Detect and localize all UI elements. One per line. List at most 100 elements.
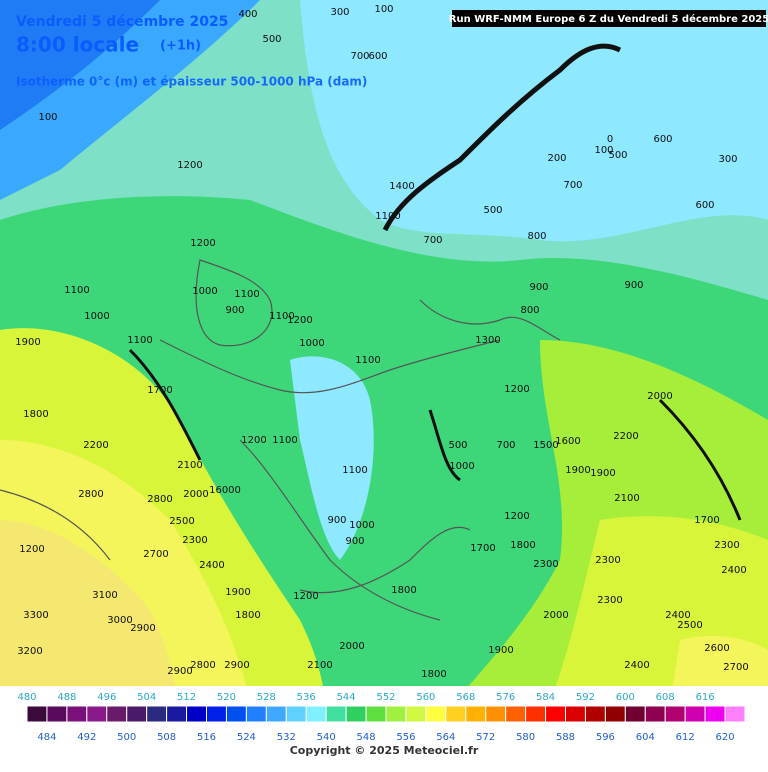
contour-label: 2800 [147, 494, 172, 505]
field-title: Isotherme 0°c (m) et épaisseur 500-1000 … [16, 75, 367, 89]
mountain-ridge [128, 348, 202, 461]
contour-label: 300 [330, 7, 349, 18]
coastlines [0, 259, 561, 621]
contour-label: 1900 [590, 468, 615, 479]
contour-label: 1800 [421, 669, 446, 680]
color-swatch [445, 705, 467, 723]
contour-label: 1500 [533, 440, 558, 451]
colorbar-frame [0, 686, 768, 768]
colorbar-label: 544 [337, 692, 356, 703]
colorbar-label: 484 [37, 732, 56, 743]
run-info: Run WRF-NMM Europe 6 Z du Vendredi 5 déc… [449, 13, 768, 25]
contour-label: 2100 [307, 660, 332, 671]
contour-label: 900 [529, 282, 548, 293]
contour-label: 2400 [665, 610, 690, 621]
color-swatch [186, 705, 208, 723]
color-swatch [545, 705, 566, 723]
colorbar-label: 536 [297, 692, 316, 703]
colorbar-label: 548 [357, 732, 376, 743]
contour-label: 2800 [78, 489, 103, 500]
contour-label: 3300 [23, 610, 48, 621]
color-swatch [465, 705, 487, 723]
color-swatch [365, 705, 387, 723]
color-swatch [86, 705, 108, 723]
contour-label: 2200 [613, 431, 638, 442]
contour-label: 1800 [391, 585, 416, 596]
contour-label: 800 [520, 305, 539, 316]
color-swatch [305, 705, 327, 723]
contour-label: 0 [607, 134, 613, 145]
contour-label: 2200 [83, 440, 108, 451]
colorbar-label: 584 [536, 692, 555, 703]
color-swatch [206, 705, 227, 723]
colorbar-label: 528 [257, 692, 276, 703]
colorbar-label: 592 [576, 692, 595, 703]
color-swatch [106, 705, 128, 723]
contour-label: 1800 [235, 610, 260, 621]
contour-label: 700 [496, 440, 515, 451]
color-swatch [225, 705, 247, 723]
colorbar-label: 556 [396, 732, 415, 743]
colorbar-label: 580 [516, 732, 535, 743]
colorbar-label: 620 [716, 732, 735, 743]
color-swatch [325, 705, 347, 723]
color-swatch [624, 705, 646, 723]
contour-label: 1100 [127, 335, 152, 346]
colorbar-label: 604 [636, 732, 655, 743]
contour-label: 2100 [177, 460, 202, 471]
date: Vendredi 5 décembre 2025 [16, 14, 228, 30]
color-swatch [385, 705, 407, 723]
color-swatch [265, 705, 287, 723]
mountain-ridge [382, 43, 622, 232]
contour-label: 1200 [287, 315, 312, 326]
mountain-ridge [658, 398, 742, 521]
color-swatch [604, 705, 626, 723]
colorbar-label: 600 [616, 692, 635, 703]
colorbar-label: 568 [456, 692, 475, 703]
color-swatch [345, 705, 367, 723]
colorbar-label: 504 [137, 692, 156, 703]
contour-label: 500 [262, 34, 281, 45]
contour-label: 1000 [192, 286, 217, 297]
colorbar-label: 492 [77, 732, 96, 743]
colorbar-label: 616 [696, 692, 715, 703]
contour-label: 900 [327, 515, 346, 526]
contour-label: 2700 [723, 662, 748, 673]
contour-label: 2900 [224, 660, 249, 671]
contour-label: 1900 [488, 645, 513, 656]
colorbar-label: 564 [436, 732, 455, 743]
contour-label: 300 [718, 154, 737, 165]
colorbar-label: 508 [157, 732, 176, 743]
contour-label: 1600 [555, 436, 580, 447]
contour-label: 900 [624, 280, 643, 291]
contour-label: 1000 [299, 338, 324, 349]
region-cold-pool [290, 356, 374, 560]
contour-label: 1000 [449, 461, 474, 472]
contour-label: 1400 [389, 181, 414, 192]
color-swatch [405, 705, 427, 723]
contour-label: 2700 [143, 549, 168, 560]
offset: (+1h) [160, 39, 201, 54]
contour-label: 1200 [504, 384, 529, 395]
contour-label: 1700 [694, 515, 719, 526]
contour-label: 16000 [209, 485, 241, 496]
contour-label: 600 [695, 200, 714, 211]
contour-label: 600 [368, 51, 387, 62]
contour-label: 1200 [177, 160, 202, 171]
contour-label: 3200 [17, 646, 42, 657]
contour-label: 1200 [293, 591, 318, 602]
colorbar-label: 576 [496, 692, 515, 703]
color-swatch [245, 705, 267, 723]
contour-label: 1000 [349, 520, 374, 531]
contour-label: 1700 [147, 385, 172, 396]
contour-label: 2300 [533, 559, 558, 570]
contour-label: 500 [448, 440, 467, 451]
color-swatch [26, 705, 48, 723]
contour-label: 800 [527, 231, 546, 242]
color-swatch [505, 705, 527, 723]
color-swatch [565, 705, 586, 723]
contour-label: 1200 [504, 511, 529, 522]
colorbar-label: 560 [416, 692, 435, 703]
colorbar-label: 512 [177, 692, 196, 703]
